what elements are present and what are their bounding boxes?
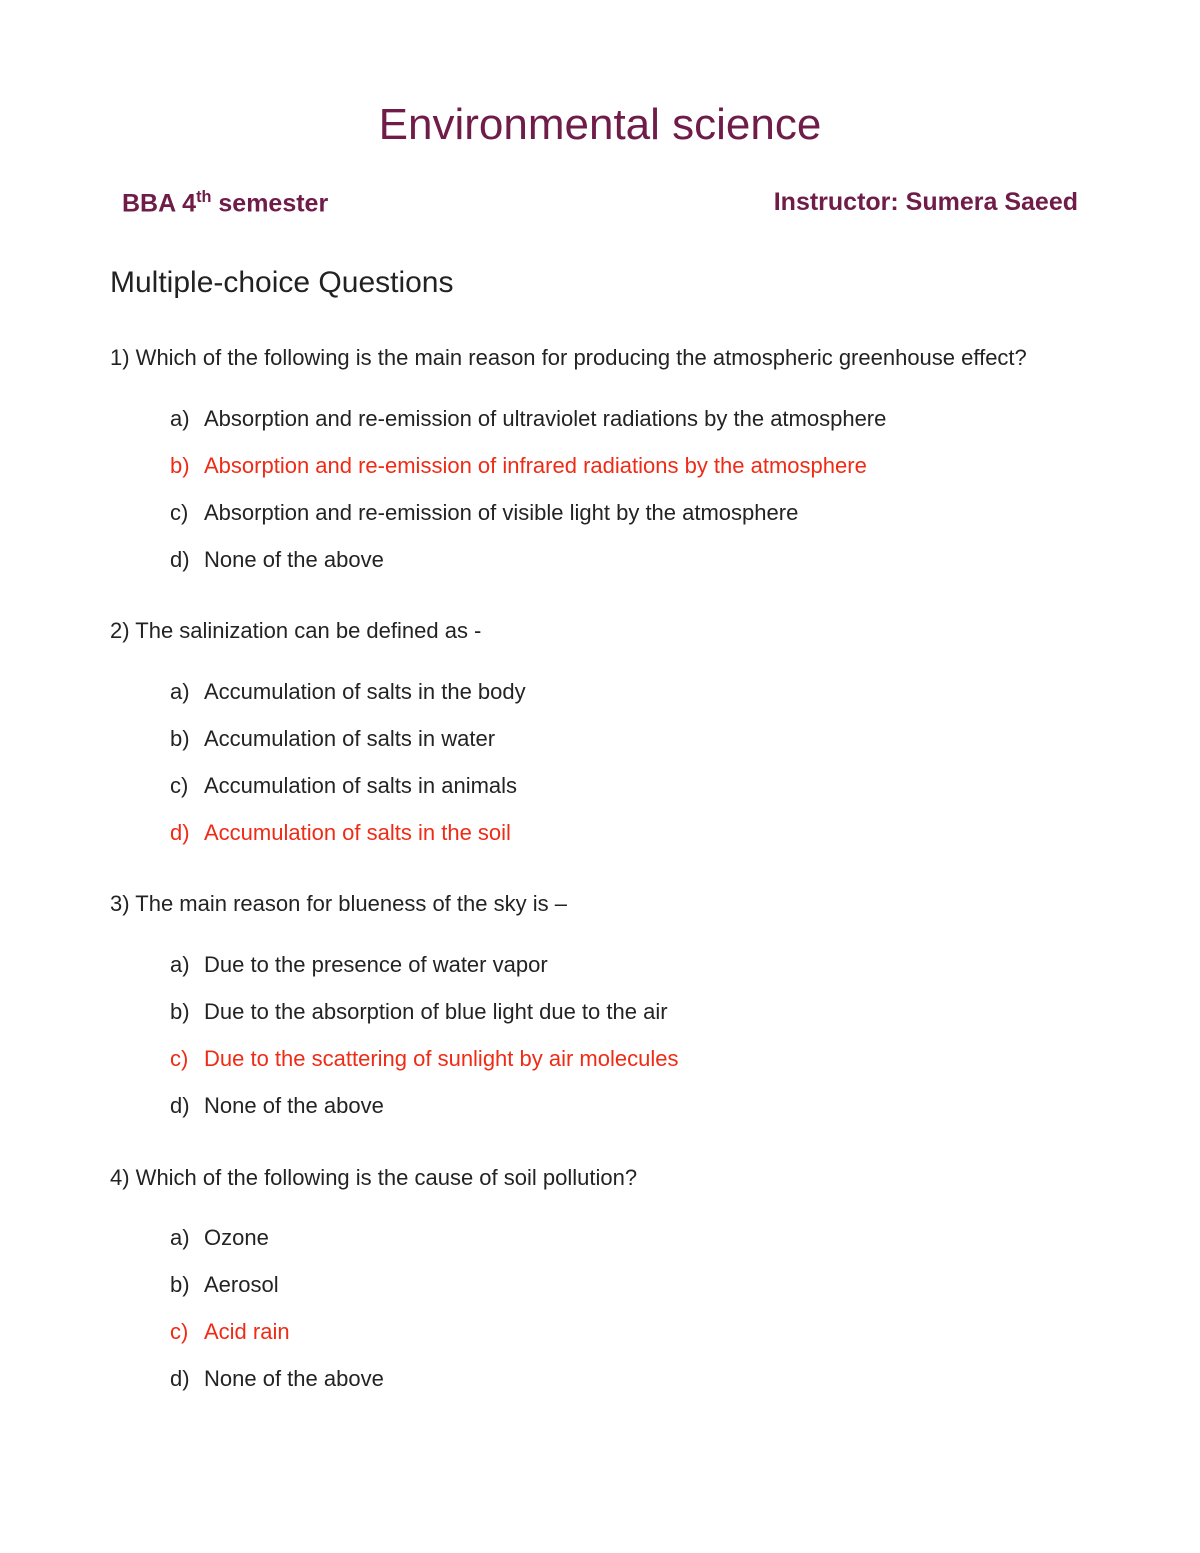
option: c)Accumulation of salts in animals — [170, 771, 1090, 802]
option-letter: b) — [170, 1270, 204, 1301]
option-letter: c) — [170, 771, 204, 802]
options-list: a)Absorption and re-emission of ultravio… — [110, 404, 1090, 575]
instructor: Instructor: Sumera Saeed — [774, 188, 1078, 218]
question-text: 4) Which of the following is the cause o… — [110, 1162, 1090, 1194]
semester-suffix: semester — [211, 189, 328, 217]
option-text: Aerosol — [204, 1270, 279, 1301]
meta-row: BBA 4th semester Instructor: Sumera Saee… — [110, 188, 1090, 218]
option: b)Aerosol — [170, 1270, 1090, 1301]
option: b)Accumulation of salts in water — [170, 724, 1090, 755]
option: d)None of the above — [170, 1364, 1090, 1395]
option-letter: b) — [170, 451, 204, 482]
option-text: Absorption and re-emission of infrared r… — [204, 451, 867, 482]
option-text: None of the above — [204, 545, 384, 576]
page-title: Environmental science — [110, 100, 1090, 150]
option: a)Accumulation of salts in the body — [170, 677, 1090, 708]
question: 3) The main reason for blueness of the s… — [110, 888, 1090, 1121]
option-letter: c) — [170, 1317, 204, 1348]
option: c)Acid rain — [170, 1317, 1090, 1348]
course-semester: BBA 4th semester — [122, 188, 328, 218]
option-letter: a) — [170, 1223, 204, 1254]
option-text: Due to the presence of water vapor — [204, 950, 548, 981]
option-text: Absorption and re-emission of ultraviole… — [204, 404, 886, 435]
option: d)None of the above — [170, 545, 1090, 576]
option-text: Due to the scattering of sunlight by air… — [204, 1044, 678, 1075]
option-text: Due to the absorption of blue light due … — [204, 997, 668, 1028]
option: a)Ozone — [170, 1223, 1090, 1254]
question: 1) Which of the following is the main re… — [110, 342, 1090, 575]
option-text: Accumulation of salts in animals — [204, 771, 517, 802]
option: c)Absorption and re-emission of visible … — [170, 498, 1090, 529]
questions-container: 1) Which of the following is the main re… — [110, 342, 1090, 1394]
option-text: None of the above — [204, 1364, 384, 1395]
semester-sup: th — [196, 188, 211, 206]
option-letter: d) — [170, 818, 204, 849]
question: 2) The salinization can be defined as - a… — [110, 615, 1090, 848]
question-text: 2) The salinization can be defined as - — [110, 615, 1090, 647]
option-letter: d) — [170, 545, 204, 576]
option-text: Accumulation of salts in the soil — [204, 818, 511, 849]
option-letter: a) — [170, 950, 204, 981]
option: b)Due to the absorption of blue light du… — [170, 997, 1090, 1028]
question: 4) Which of the following is the cause o… — [110, 1162, 1090, 1395]
option: a)Due to the presence of water vapor — [170, 950, 1090, 981]
option-letter: c) — [170, 498, 204, 529]
semester-prefix: BBA 4 — [122, 189, 196, 217]
option-letter: a) — [170, 677, 204, 708]
option: b)Absorption and re-emission of infrared… — [170, 451, 1090, 482]
options-list: a)Accumulation of salts in the bodyb)Acc… — [110, 677, 1090, 848]
option: d)Accumulation of salts in the soil — [170, 818, 1090, 849]
section-heading: Multiple-choice Questions — [110, 266, 1090, 300]
option: a)Absorption and re-emission of ultravio… — [170, 404, 1090, 435]
option-text: Accumulation of salts in water — [204, 724, 495, 755]
option-letter: c) — [170, 1044, 204, 1075]
option-text: Acid rain — [204, 1317, 290, 1348]
option-text: None of the above — [204, 1091, 384, 1122]
option-letter: d) — [170, 1091, 204, 1122]
option-text: Absorption and re-emission of visible li… — [204, 498, 798, 529]
option-letter: b) — [170, 724, 204, 755]
option-letter: a) — [170, 404, 204, 435]
question-text: 3) The main reason for blueness of the s… — [110, 888, 1090, 920]
options-list: a)Ozoneb)Aerosolc)Acid raind)None of the… — [110, 1223, 1090, 1394]
option-letter: d) — [170, 1364, 204, 1395]
option: d)None of the above — [170, 1091, 1090, 1122]
options-list: a)Due to the presence of water vaporb)Du… — [110, 950, 1090, 1121]
question-text: 1) Which of the following is the main re… — [110, 342, 1090, 374]
option: c)Due to the scattering of sunlight by a… — [170, 1044, 1090, 1075]
option-text: Ozone — [204, 1223, 269, 1254]
option-letter: b) — [170, 997, 204, 1028]
option-text: Accumulation of salts in the body — [204, 677, 526, 708]
